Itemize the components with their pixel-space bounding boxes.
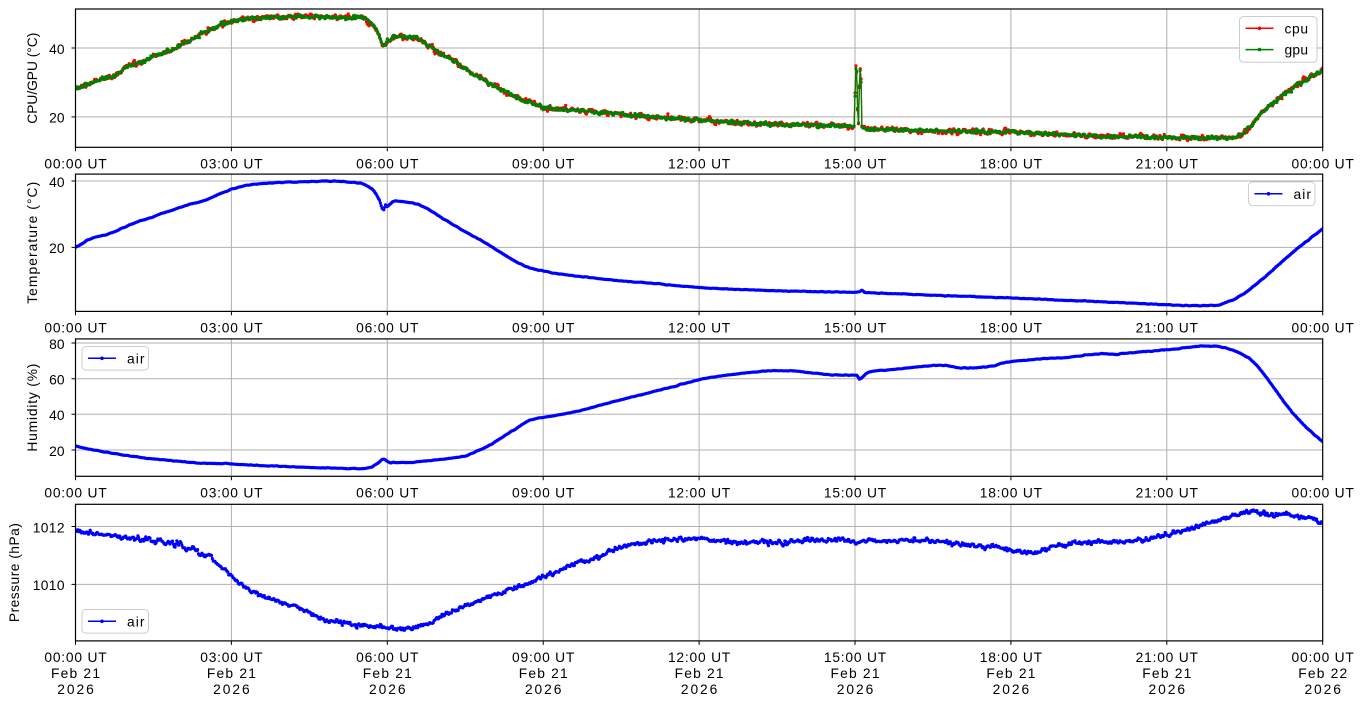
- svg-text:21:00 UT: 21:00 UT: [1136, 320, 1199, 335]
- svg-text:2026: 2026: [525, 682, 562, 697]
- svg-text:Feb 22: Feb 22: [1298, 666, 1347, 681]
- svg-text:2026: 2026: [369, 682, 406, 697]
- svg-text:00:00 UT: 00:00 UT: [1292, 320, 1355, 335]
- svg-text:60: 60: [49, 373, 65, 388]
- svg-text:2026: 2026: [681, 682, 718, 697]
- svg-text:00:00 UT: 00:00 UT: [44, 485, 107, 500]
- svg-text:20: 20: [49, 111, 65, 126]
- svg-text:2026: 2026: [993, 682, 1030, 697]
- svg-text:Pressure (hPa): Pressure (hPa): [7, 523, 22, 622]
- svg-text:CPU/GPU (°C): CPU/GPU (°C): [25, 33, 40, 124]
- svg-text:00:00 UT: 00:00 UT: [1292, 650, 1355, 665]
- svg-text:Feb 21: Feb 21: [831, 666, 880, 681]
- svg-text:cpu: cpu: [1285, 21, 1309, 36]
- svg-text:09:00 UT: 09:00 UT: [512, 650, 575, 665]
- svg-text:20: 20: [49, 444, 65, 459]
- svg-text:03:00 UT: 03:00 UT: [200, 650, 263, 665]
- svg-text:40: 40: [49, 42, 65, 57]
- svg-text:Temperature (°C): Temperature (°C): [25, 182, 40, 304]
- svg-text:air: air: [127, 614, 145, 629]
- svg-text:00:00 UT: 00:00 UT: [1292, 485, 1355, 500]
- svg-text:15:00 UT: 15:00 UT: [824, 320, 887, 335]
- svg-text:00:00 UT: 00:00 UT: [1292, 156, 1355, 171]
- svg-text:1012: 1012: [33, 520, 65, 535]
- svg-text:gpu: gpu: [1285, 43, 1309, 58]
- svg-text:20: 20: [49, 241, 65, 256]
- svg-text:2026: 2026: [213, 682, 250, 697]
- svg-text:Feb 21: Feb 21: [207, 666, 256, 681]
- svg-text:18:00 UT: 18:00 UT: [980, 156, 1043, 171]
- svg-text:12:00 UT: 12:00 UT: [668, 156, 731, 171]
- svg-text:09:00 UT: 09:00 UT: [512, 320, 575, 335]
- svg-text:2026: 2026: [1149, 682, 1186, 697]
- svg-text:Feb 21: Feb 21: [519, 666, 568, 681]
- svg-text:80: 80: [49, 337, 65, 352]
- svg-text:00:00 UT: 00:00 UT: [44, 156, 107, 171]
- svg-text:09:00 UT: 09:00 UT: [512, 156, 575, 171]
- svg-text:air: air: [1294, 187, 1312, 202]
- svg-text:00:00 UT: 00:00 UT: [44, 320, 107, 335]
- svg-text:12:00 UT: 12:00 UT: [668, 320, 731, 335]
- svg-text:Feb 21: Feb 21: [1142, 666, 1191, 681]
- svg-text:06:00 UT: 06:00 UT: [356, 650, 419, 665]
- svg-text:Feb 21: Feb 21: [51, 666, 100, 681]
- svg-text:air: air: [127, 351, 145, 366]
- svg-text:Humidity (%): Humidity (%): [25, 364, 40, 452]
- svg-text:2026: 2026: [57, 682, 94, 697]
- svg-text:18:00 UT: 18:00 UT: [980, 650, 1043, 665]
- svg-text:15:00 UT: 15:00 UT: [824, 156, 887, 171]
- svg-text:06:00 UT: 06:00 UT: [356, 320, 419, 335]
- svg-text:2026: 2026: [837, 682, 874, 697]
- svg-text:03:00 UT: 03:00 UT: [200, 156, 263, 171]
- svg-text:Feb 21: Feb 21: [363, 666, 412, 681]
- svg-text:06:00 UT: 06:00 UT: [356, 156, 419, 171]
- svg-text:09:00 UT: 09:00 UT: [512, 485, 575, 500]
- svg-text:06:00 UT: 06:00 UT: [356, 485, 419, 500]
- svg-text:1010: 1010: [33, 578, 65, 593]
- svg-text:2026: 2026: [1304, 682, 1341, 697]
- svg-text:21:00 UT: 21:00 UT: [1136, 156, 1199, 171]
- svg-text:12:00 UT: 12:00 UT: [668, 650, 731, 665]
- svg-text:03:00 UT: 03:00 UT: [200, 485, 263, 500]
- svg-text:Feb 21: Feb 21: [986, 666, 1035, 681]
- svg-text:40: 40: [49, 408, 65, 423]
- svg-text:21:00 UT: 21:00 UT: [1136, 485, 1199, 500]
- svg-text:Feb 21: Feb 21: [675, 666, 724, 681]
- svg-text:00:00 UT: 00:00 UT: [44, 650, 107, 665]
- svg-text:03:00 UT: 03:00 UT: [200, 320, 263, 335]
- svg-text:40: 40: [49, 175, 65, 190]
- svg-text:15:00 UT: 15:00 UT: [824, 485, 887, 500]
- svg-text:12:00 UT: 12:00 UT: [668, 485, 731, 500]
- svg-text:15:00 UT: 15:00 UT: [824, 650, 887, 665]
- svg-text:18:00 UT: 18:00 UT: [980, 485, 1043, 500]
- svg-text:21:00 UT: 21:00 UT: [1136, 650, 1199, 665]
- svg-text:18:00 UT: 18:00 UT: [980, 320, 1043, 335]
